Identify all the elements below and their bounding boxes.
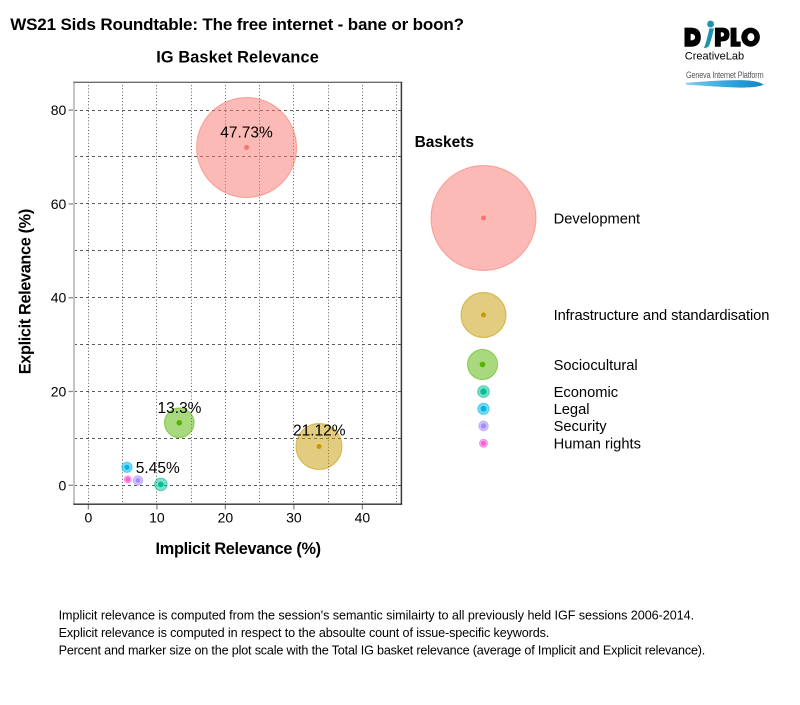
- svg-text:Sociocultural: Sociocultural: [554, 358, 638, 374]
- svg-text:0: 0: [85, 509, 93, 525]
- svg-text:WS21 Sids Roundtable: The free: WS21 Sids Roundtable: The free internet …: [10, 15, 464, 34]
- svg-text:Infrastructure and standardisa: Infrastructure and standardisation: [554, 308, 770, 324]
- svg-text:Security: Security: [554, 419, 608, 435]
- svg-text:10: 10: [149, 509, 165, 525]
- svg-text:40: 40: [51, 290, 67, 306]
- svg-text:80: 80: [51, 102, 67, 118]
- svg-text:0: 0: [59, 477, 67, 493]
- svg-text:Baskets: Baskets: [415, 134, 474, 151]
- svg-text:13.3%: 13.3%: [158, 400, 202, 417]
- svg-text:20: 20: [51, 384, 67, 400]
- svg-text:Explicit relevance is computed: Explicit relevance is computed in respec…: [59, 626, 550, 640]
- svg-text:47.73%: 47.73%: [220, 124, 273, 141]
- svg-text:Explicit Relevance (%): Explicit Relevance (%): [17, 209, 35, 375]
- svg-text:Percent and marker size on the: Percent and marker size on the plot scal…: [59, 644, 706, 658]
- svg-text:Legal: Legal: [554, 402, 590, 418]
- svg-text:Economic: Economic: [554, 385, 619, 401]
- svg-text:Implicit Relevance (%): Implicit Relevance (%): [156, 540, 321, 558]
- svg-text:20: 20: [218, 509, 234, 525]
- svg-text:Development: Development: [554, 211, 641, 227]
- svg-text:60: 60: [51, 196, 67, 212]
- svg-text:40: 40: [355, 509, 371, 525]
- svg-text:IG Basket Relevance: IG Basket Relevance: [156, 49, 319, 67]
- svg-text:Geneva Internet Platform: Geneva Internet Platform: [686, 69, 764, 80]
- svg-text:Implicit relevance is computed: Implicit relevance is computed from the …: [59, 609, 695, 623]
- svg-text:Human rights: Human rights: [554, 436, 641, 452]
- svg-text:21.12%: 21.12%: [293, 423, 346, 440]
- svg-text:CreativeLab: CreativeLab: [685, 51, 744, 63]
- svg-text:5.45%: 5.45%: [136, 460, 180, 477]
- svg-text:30: 30: [286, 509, 302, 525]
